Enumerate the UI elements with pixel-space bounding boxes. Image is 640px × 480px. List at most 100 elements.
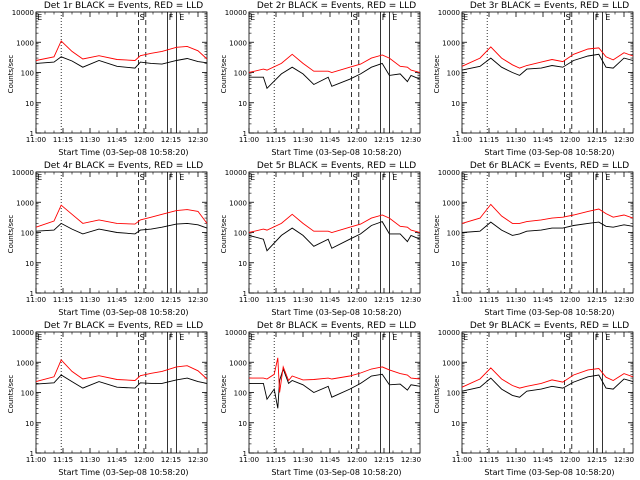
x-tick-label: 11:15 [53,456,73,464]
y-tick-label: 10000 [225,329,247,337]
y-tick-label: 10 [238,420,247,428]
event-mark-label: E [250,173,255,182]
panel-title: Det 9r BLACK = Events, RED = LLD [469,321,630,331]
x-tick-label: 12:00 [560,136,580,144]
detector-panel: Det 4r BLACK = Events, RED = LLD Start Ti… [0,160,213,320]
x-tick-label: 11:00 [239,296,259,304]
event-mark-label: F [169,13,174,22]
x-tick-label: 12:00 [347,296,367,304]
x-tick-label: 12:15 [374,296,394,304]
event-mark-label: S [566,13,571,22]
y-tick-label: 1000 [442,39,460,47]
detector-panel: Det 6r BLACK = Events, RED = LLD Start Ti… [426,160,639,320]
x-tick-label: 12:00 [134,136,154,144]
y-tick-label: 10000 [438,169,460,177]
x-tick-label: 12:30 [401,136,421,144]
event-mark-label: S [140,333,145,342]
y-tick-label: 10 [238,260,247,268]
event-mark-label: E [605,173,610,182]
x-tick-label: 11:30 [506,136,526,144]
y-tick-label: 10000 [438,329,460,337]
panel-title: Det 1r BLACK = Events, RED = LLD [43,1,204,11]
y-tick-label: 1 [243,290,247,298]
x-tick-label: 12:15 [161,456,181,464]
x-tick-label: 11:45 [107,456,127,464]
event-mark-label: F [382,333,387,342]
y-tick-label: 100 [21,70,34,78]
y-tick-label: 1 [243,130,247,138]
plot-frame [461,331,634,454]
y-tick-label: 100 [234,390,247,398]
lld-series-line [461,367,634,389]
x-tick-label: 11:15 [479,296,499,304]
rate-plot: 1 10 100 1000 10000 11:00 11:15 11:30 11:45 12:00… [12,329,208,464]
event-mark-label: E [605,333,610,342]
x-axis-label: Start Time (03-Sep-08 10:58:20) [271,308,402,317]
event-mark-label: E [179,173,184,182]
panel-title: Det 5r BLACK = Events, RED = LLD [256,161,417,171]
x-tick-label: 11:00 [239,456,259,464]
x-tick-label: 11:15 [266,136,286,144]
rate-plot: 1 10 100 1000 10000 11:00 11:15 11:30 11:45 12:00… [12,9,208,144]
y-tick-label: 10000 [225,169,247,177]
panel-title: Det 4r BLACK = Events, RED = LLD [43,161,204,171]
events-series-line [35,222,208,235]
panel-title: Det 3r BLACK = Events, RED = LLD [469,1,630,11]
x-tick-label: 12:15 [161,136,181,144]
event-mark-label: E [605,13,610,22]
rate-plot: 1 10 100 1000 10000 11:00 11:15 11:30 11:45 12:00… [12,169,208,304]
x-tick-label: 11:00 [26,296,46,304]
x-tick-label: 11:45 [320,296,340,304]
events-series-line [461,374,634,398]
x-tick-label: 11:15 [479,456,499,464]
lld-series-line [461,203,634,224]
event-mark-label: E [463,333,468,342]
y-tick-label: 100 [234,70,247,78]
event-mark-label: E [250,333,255,342]
lld-series-line [35,204,208,228]
plot-frame [461,171,634,294]
x-tick-label: 12:15 [587,296,607,304]
y-tick-label: 1 [456,130,460,138]
plot-frame [461,11,634,134]
y-tick-label: 10 [451,260,460,268]
plot-frame [248,171,421,294]
plot-frame [35,11,208,134]
x-tick-label: 12:30 [188,136,208,144]
x-tick-label: 12:15 [587,456,607,464]
y-tick-label: 100 [447,390,460,398]
x-tick-label: 12:30 [614,456,634,464]
events-series-line [248,221,421,252]
x-tick-label: 11:45 [107,136,127,144]
event-mark-label: F [169,173,174,182]
event-mark-label: E [250,13,255,22]
x-tick-label: 11:45 [533,296,553,304]
y-tick-label: 10 [451,100,460,108]
y-tick-label: 10000 [12,169,34,177]
x-tick-label: 12:30 [188,296,208,304]
y-tick-label: 100 [447,230,460,238]
x-tick-label: 11:30 [506,456,526,464]
x-tick-label: 11:30 [506,296,526,304]
event-mark-label: E [179,13,184,22]
panel-title: Det 7r BLACK = Events, RED = LLD [43,321,204,331]
events-series-line [35,56,208,69]
x-tick-label: 12:00 [347,456,367,464]
detector-panel: Det 2r BLACK = Events, RED = LLD Start Ti… [213,0,426,160]
x-tick-label: 12:30 [614,296,634,304]
event-mark-label: E [392,173,397,182]
y-tick-label: 1000 [16,199,34,207]
x-tick-label: 12:00 [347,136,367,144]
y-tick-label: 1000 [16,359,34,367]
x-tick-label: 12:00 [560,456,580,464]
x-tick-label: 11:15 [266,296,286,304]
panel-title: Det 2r BLACK = Events, RED = LLD [256,1,417,11]
event-mark-label: E [37,173,42,182]
x-tick-label: 11:45 [320,456,340,464]
x-tick-label: 12:15 [161,296,181,304]
x-axis-label: Start Time (03-Sep-08 10:58:20) [484,148,615,157]
plot-frame [248,11,421,134]
rate-plot: 1 10 100 1000 10000 11:00 11:15 11:30 11:45 12:00… [225,169,421,304]
x-tick-label: 12:00 [134,296,154,304]
event-mark-label: E [37,333,42,342]
